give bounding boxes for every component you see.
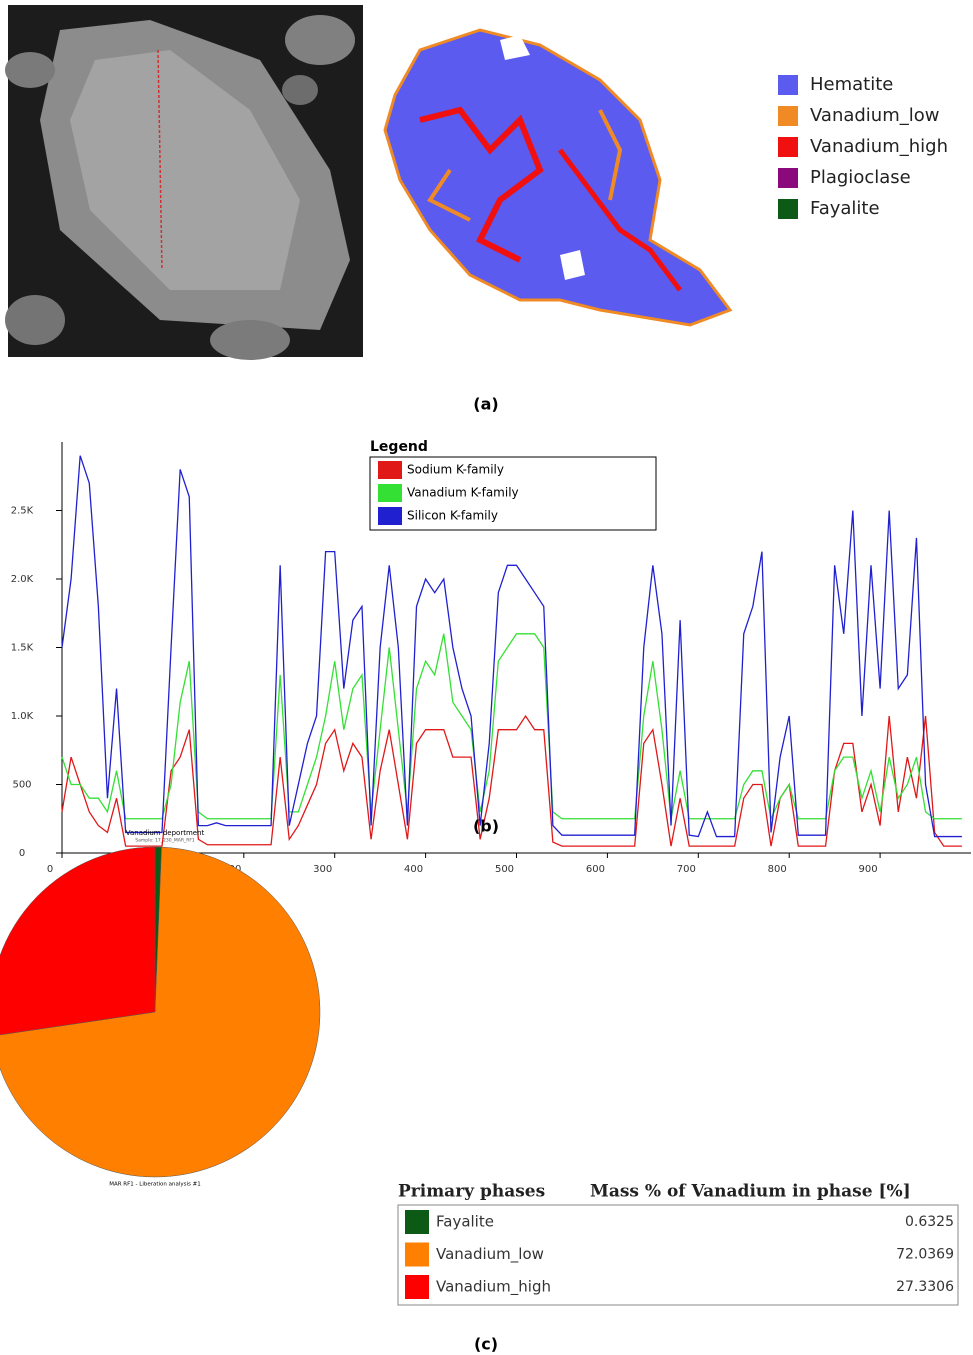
y-tick-label: 1.0K — [11, 711, 34, 722]
legend-swatch — [778, 75, 798, 95]
y-tick-label: 2.0K — [11, 574, 34, 585]
caption: (b) — [473, 817, 499, 836]
x-tick-label: 400 — [404, 864, 423, 875]
x-tick-label: 700 — [677, 864, 696, 875]
x-tick-label: 300 — [313, 864, 332, 875]
y-tick-label: 500 — [12, 780, 31, 791]
table-phase: Fayalite — [436, 1213, 494, 1231]
caption: (c) — [474, 1335, 498, 1354]
pie-subtitle: Sample: 17_230_MAR_RF1 — [135, 838, 195, 844]
legend-label: Vanadium_low — [810, 105, 940, 126]
pie-footer: MAR RF1 - Liberation analysis #1 — [109, 1182, 201, 1188]
legend-label: Hematite — [810, 74, 893, 95]
legend-swatch — [778, 199, 798, 219]
legend-swatch — [378, 507, 402, 525]
legend-swatch — [778, 137, 798, 157]
legend-swatch — [378, 461, 402, 479]
x-tick-label: 0 — [47, 864, 53, 875]
legend-label: Vanadium_high — [810, 136, 948, 157]
x-tick-label: 900 — [859, 864, 878, 875]
legend-box — [369, 456, 657, 531]
phase-map — [383, 28, 733, 327]
series-line — [61, 633, 962, 821]
table-box — [397, 1204, 959, 1306]
table-swatch — [405, 1210, 429, 1234]
pie-title: Vanadium deportment — [126, 829, 205, 837]
table-header: Mass % of Vanadium in phase [%] — [590, 1182, 911, 1202]
table-swatch — [405, 1242, 429, 1267]
series-line — [61, 714, 962, 847]
legend-swatch — [378, 484, 402, 502]
legend-label: Fayalite — [810, 198, 880, 219]
sem-image — [5, 5, 363, 360]
caption: (a) — [473, 395, 498, 414]
legend-swatch — [778, 168, 798, 188]
legend-label: Sodium K-family — [407, 463, 504, 477]
table-value: 0.6325 — [905, 1214, 954, 1230]
legend-label: Silicon K-family — [407, 509, 498, 523]
pie-slice — [0, 846, 321, 1178]
line-chart: 05001.0K1.5K2.0K2.5K01002003004005006007… — [11, 439, 971, 875]
table-phase: Vanadium_high — [436, 1278, 551, 1297]
table-phase: Vanadium_low — [436, 1245, 544, 1264]
x-tick-label: 800 — [768, 864, 787, 875]
phase-legend: Hematite Vanadium_low Vanadium_high Plagioc… — [778, 74, 948, 219]
table-value: 72.0369 — [896, 1247, 954, 1263]
legend-swatch — [778, 106, 798, 126]
y-tick-label: 1.5K — [11, 643, 34, 654]
table-value: 27.3306 — [896, 1279, 954, 1295]
legend-title: Legend — [370, 439, 428, 455]
y-tick-label: 2.5K — [11, 506, 34, 517]
legend-label: Plagioclase — [810, 167, 911, 188]
x-tick-label: 600 — [586, 864, 605, 875]
table-swatch — [405, 1275, 429, 1299]
pie-slice — [0, 846, 156, 1036]
table-header: Primary phases — [398, 1182, 545, 1202]
y-tick-label: 0 — [19, 848, 25, 859]
legend-label: Vanadium K-family — [407, 486, 519, 500]
series-line — [61, 455, 962, 838]
x-tick-label: 500 — [495, 864, 514, 875]
